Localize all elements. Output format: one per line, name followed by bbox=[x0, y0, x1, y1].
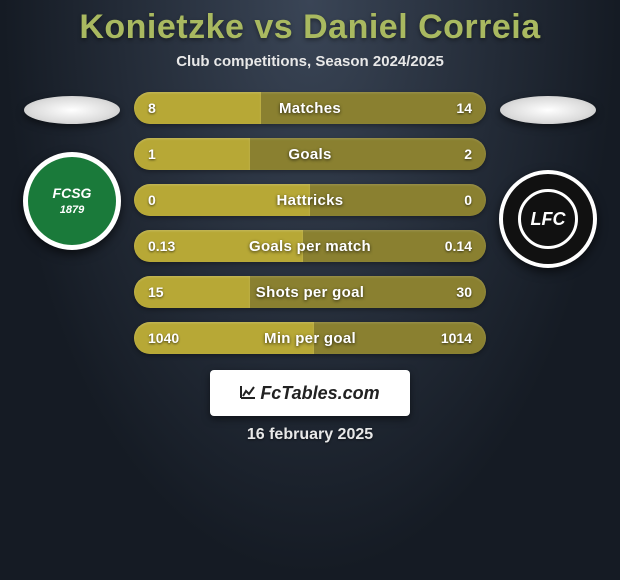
left-club-badge: FCSG 1879 bbox=[23, 152, 121, 250]
brand-label: FcTables.com bbox=[260, 383, 379, 404]
right-player-avatar bbox=[500, 96, 596, 124]
stat-left-value: 8 bbox=[148, 100, 156, 116]
stat-label: Matches bbox=[279, 100, 341, 117]
stat-left-value: 15 bbox=[148, 284, 164, 300]
stat-bar-matches: 8 Matches 14 bbox=[134, 92, 486, 124]
right-player-column: LFC bbox=[494, 92, 602, 268]
left-player-column: FCSG 1879 bbox=[18, 92, 126, 250]
left-club-badge-text: FCSG 1879 bbox=[53, 186, 92, 216]
stat-left-value: 1 bbox=[148, 146, 156, 162]
stat-right-value: 0 bbox=[464, 192, 472, 208]
stat-right-value: 2 bbox=[464, 146, 472, 162]
right-club-badge-text: LFC bbox=[518, 189, 578, 249]
brand-box[interactable]: FcTables.com bbox=[210, 370, 410, 416]
left-club-year: 1879 bbox=[60, 204, 84, 216]
stat-label: Goals per match bbox=[249, 238, 371, 255]
stat-label: Goals bbox=[288, 146, 331, 163]
page-title: Konietzke vs Daniel Correia bbox=[10, 8, 610, 47]
stat-bar-hattricks: 0 Hattricks 0 bbox=[134, 184, 486, 216]
date-text: 16 february 2025 bbox=[10, 426, 610, 444]
left-player-avatar bbox=[24, 96, 120, 124]
left-club-abbr: FCSG bbox=[53, 185, 92, 201]
stat-label: Hattricks bbox=[277, 192, 344, 209]
stat-right-value: 0.14 bbox=[445, 238, 472, 254]
stat-left-value: 0 bbox=[148, 192, 156, 208]
stat-bar-goals-per-match: 0.13 Goals per match 0.14 bbox=[134, 230, 486, 262]
brand-text: FcTables.com bbox=[240, 383, 379, 404]
right-club-abbr: LFC bbox=[531, 209, 566, 230]
chart-icon bbox=[240, 385, 256, 402]
stat-bar-goals: 1 Goals 2 bbox=[134, 138, 486, 170]
subtitle: Club competitions, Season 2024/2025 bbox=[10, 53, 610, 70]
stat-right-value: 1014 bbox=[441, 330, 472, 346]
stat-label: Min per goal bbox=[264, 330, 356, 347]
content-row: FCSG 1879 8 Matches 14 1 Goals 2 0 Ha bbox=[10, 92, 610, 354]
stat-bar-min-per-goal: 1040 Min per goal 1014 bbox=[134, 322, 486, 354]
stat-right-value: 14 bbox=[456, 100, 472, 116]
right-club-badge: LFC bbox=[499, 170, 597, 268]
stat-left-value: 0.13 bbox=[148, 238, 175, 254]
comparison-card: Konietzke vs Daniel Correia Club competi… bbox=[0, 0, 620, 444]
stat-bar-shots-per-goal: 15 Shots per goal 30 bbox=[134, 276, 486, 308]
stat-right-value: 30 bbox=[456, 284, 472, 300]
stat-label: Shots per goal bbox=[256, 284, 364, 301]
stats-column: 8 Matches 14 1 Goals 2 0 Hattricks 0 0.1… bbox=[134, 92, 486, 354]
stat-left-value: 1040 bbox=[148, 330, 179, 346]
